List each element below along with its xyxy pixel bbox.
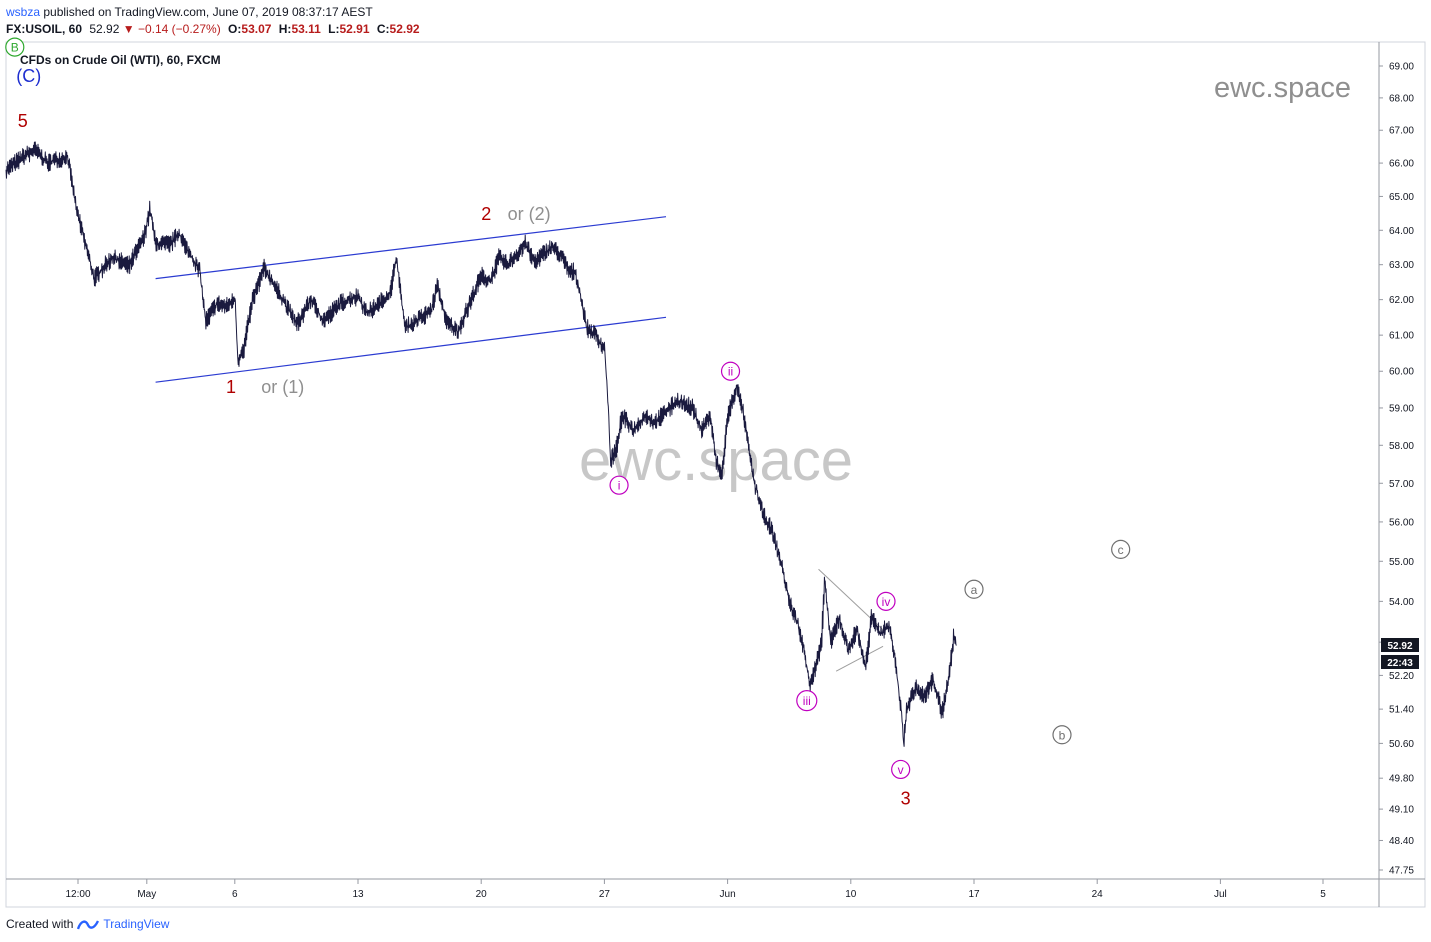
wave-label-circle-iv[interactable]: iv (876, 591, 896, 611)
svg-text:iv: iv (882, 595, 891, 609)
svg-text:i: i (618, 479, 621, 493)
x-tick-label: May (137, 889, 156, 900)
author-link[interactable]: wsbza (6, 5, 41, 19)
wave-label-circle-i[interactable]: i (609, 475, 629, 495)
change-value: −0.14 (−0.27%) (137, 22, 221, 36)
wave-label-circle-iii[interactable]: iii (796, 690, 818, 712)
y-tick-label: 49.80 (1389, 774, 1414, 785)
last-price-tag-text: 52.92 (1387, 641, 1412, 652)
price-series (5, 141, 957, 747)
open-label: O: (228, 22, 242, 36)
x-tick-label: Jul (1214, 889, 1227, 900)
y-tick-label: 60.00 (1389, 367, 1414, 378)
low-value: 52.91 (339, 22, 370, 36)
x-tick-label: 12:00 (65, 889, 90, 900)
y-tick-label: 49.10 (1389, 805, 1414, 816)
price-axis[interactable]: 69.00 68.00 67.00 66.00 65.00 64.00 63.00 62.00… (1379, 62, 1414, 877)
last-price-tag: 52.92 (1381, 638, 1419, 652)
watermark-small: ewc.space (1214, 72, 1351, 104)
x-tick-label: 10 (845, 889, 857, 900)
svg-text:a: a (971, 583, 978, 597)
x-tick-label: 5 (1320, 889, 1326, 900)
y-tick-label: 54.00 (1389, 597, 1414, 608)
countdown-tag-text: 22:43 (1387, 658, 1413, 669)
y-tick-label: 65.00 (1389, 192, 1414, 203)
instrument-title: CFDs on Crude Oil (WTI), 60, FXCM (20, 53, 221, 67)
y-tick-label: 59.00 (1389, 403, 1414, 414)
wave-label-circle-c[interactable]: c (1111, 539, 1131, 559)
last-value: 52.92 (89, 22, 120, 36)
y-tick-label: 55.00 (1389, 557, 1414, 568)
wave-label-red[interactable]: 1 (226, 377, 236, 397)
svg-text:iii: iii (803, 694, 811, 708)
x-tick-label: 6 (232, 889, 238, 900)
y-tick-label: 68.00 (1389, 93, 1414, 104)
close-label: C: (376, 22, 390, 36)
y-tick-label: 57.00 (1389, 479, 1414, 490)
channel-line-upper[interactable] (155, 216, 667, 280)
publish-text: published on TradingView.com, June 07, 2… (43, 5, 373, 19)
y-tick-label: 50.60 (1389, 739, 1414, 750)
wave-label-circle-a[interactable]: a (964, 579, 984, 599)
y-tick-label: 66.00 (1389, 159, 1414, 170)
x-tick-label: 27 (599, 889, 611, 900)
wave-label-red[interactable]: 2 (481, 204, 491, 224)
channel-line-lower[interactable] (155, 316, 667, 383)
y-tick-label: 47.75 (1389, 866, 1414, 877)
open-value: 53.07 (241, 22, 272, 36)
x-tick-label: 13 (352, 889, 364, 900)
wave-label-circle-B[interactable]: B (5, 37, 25, 57)
svg-text:v: v (898, 763, 904, 777)
y-tick-label: 56.00 (1389, 517, 1414, 528)
wave-label-circle-ii[interactable]: ii (720, 361, 741, 381)
x-tick-label: Jun (720, 889, 736, 900)
wave-label-grey[interactable]: or (1) (261, 377, 304, 397)
svg-text:B: B (11, 41, 19, 55)
tradingview-brand-link[interactable]: TradingView (103, 917, 170, 931)
time-axis[interactable]: 12:00 May 6 13 20 27 Jun 10 17 24 Jul 5 (65, 879, 1326, 900)
publish-info: wsbza published on TradingView.com, June… (6, 5, 373, 19)
x-tick-label: 20 (476, 889, 488, 900)
created-with-text: Created with (6, 917, 74, 931)
svg-text:ii: ii (728, 365, 733, 379)
low-label: L: (328, 22, 340, 36)
y-tick-label: 52.20 (1389, 671, 1414, 682)
countdown-tag: 22:43 (1381, 655, 1419, 669)
y-tick-label: 51.40 (1389, 705, 1414, 716)
y-tick-label: 58.00 (1389, 441, 1414, 452)
symbol-name: FX:USOIL, 60 (6, 22, 83, 36)
price-line-series-0 (5, 141, 957, 747)
y-tick-label: 48.40 (1389, 836, 1414, 847)
down-arrow-icon: ▼ (122, 22, 135, 36)
svg-text:b: b (1059, 728, 1066, 742)
y-tick-label: 63.00 (1389, 260, 1414, 271)
y-tick-label: 61.00 (1389, 331, 1414, 342)
symbol-ohlc-bar: FX:USOIL, 60 52.92 ▼ −0.14 (−0.27%) O:53… (6, 22, 420, 36)
wave-label-circle-v[interactable]: v (891, 759, 911, 780)
close-value: 52.92 (389, 22, 420, 36)
chart-frame (5, 41, 1426, 908)
wave-label-blue[interactable]: (C) (16, 66, 41, 86)
wave-label-red[interactable]: 3 (901, 789, 911, 809)
wave-label-circle-b[interactable]: b (1052, 725, 1072, 745)
wave-label-grey[interactable]: or (2) (508, 204, 551, 224)
tradingview-logo-icon (77, 920, 100, 930)
triangle-line[interactable] (835, 645, 884, 672)
x-tick-label: 17 (968, 889, 980, 900)
wave-label-red[interactable]: 5 (18, 111, 28, 131)
footer: Created with TradingView (6, 917, 169, 931)
y-tick-label: 64.00 (1389, 226, 1414, 237)
x-tick-label: 24 (1092, 889, 1104, 900)
y-tick-label: 69.00 (1389, 62, 1414, 73)
high-value: 53.11 (291, 22, 321, 36)
svg-text:c: c (1118, 543, 1124, 557)
high-label: H: (278, 22, 292, 36)
y-tick-label: 62.00 (1389, 295, 1414, 306)
y-tick-label: 67.00 (1389, 126, 1414, 137)
